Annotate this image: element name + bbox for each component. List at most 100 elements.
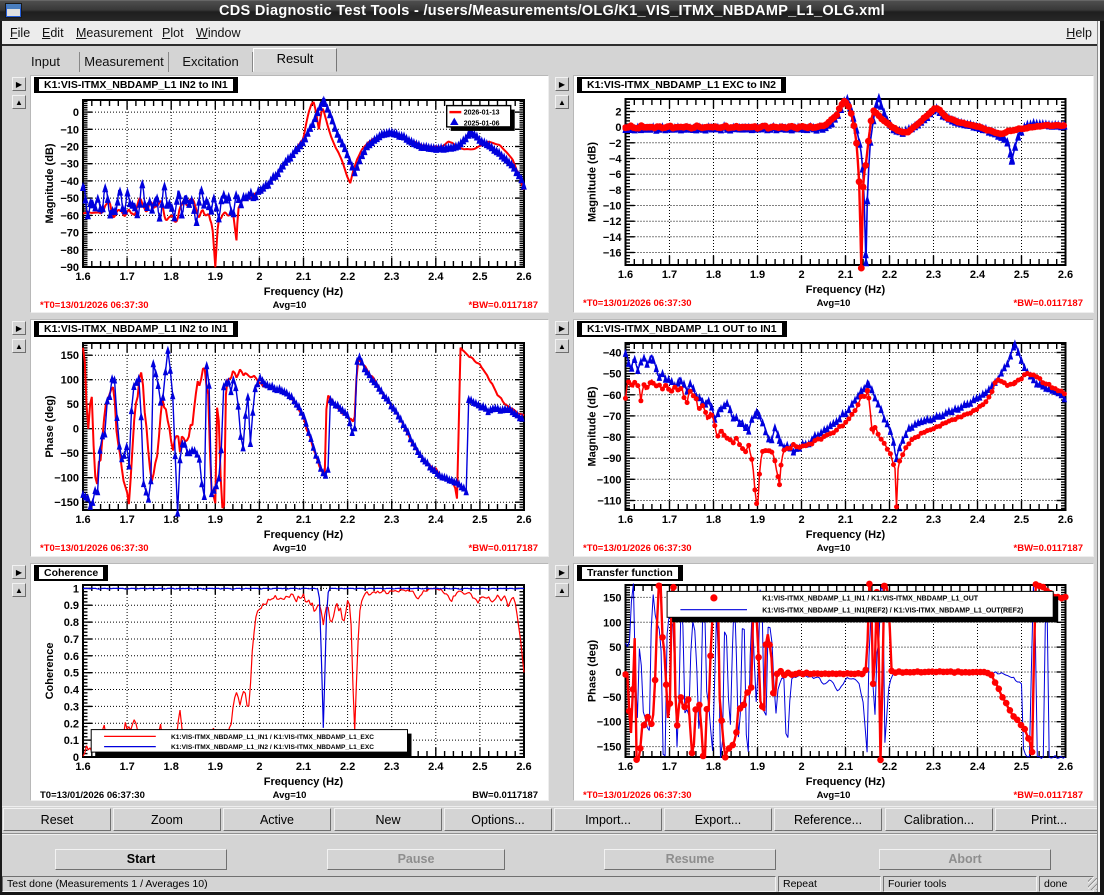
svg-text:1.7: 1.7 (119, 514, 134, 526)
svg-text:Avg=10: Avg=10 (817, 298, 851, 309)
svg-text:2.2: 2.2 (340, 514, 355, 526)
svg-text:2.5: 2.5 (1014, 514, 1029, 526)
svg-text:2.6: 2.6 (1058, 269, 1073, 281)
svg-text:2.5: 2.5 (1014, 761, 1029, 773)
svg-text:2.2: 2.2 (340, 271, 355, 283)
svg-text:*BW=0.0117187: *BW=0.0117187 (1014, 543, 1083, 554)
svg-text:0.6: 0.6 (64, 651, 79, 663)
svg-text:−10: −10 (603, 201, 622, 213)
svg-text:1.6: 1.6 (618, 269, 633, 281)
svg-text:−30: −30 (60, 159, 79, 171)
svg-text:1.6: 1.6 (618, 514, 633, 526)
svg-text:1.9: 1.9 (208, 761, 223, 773)
svg-text:Coherence: Coherence (44, 643, 56, 700)
svg-text:−60: −60 (603, 390, 622, 402)
svg-text:Frequency (Hz): Frequency (Hz) (806, 284, 886, 296)
svg-text:2.3: 2.3 (926, 514, 941, 526)
svg-text:1.7: 1.7 (662, 761, 677, 773)
svg-text:150: 150 (61, 350, 79, 362)
svg-text:−100: −100 (54, 473, 79, 485)
svg-text:2.2: 2.2 (882, 514, 897, 526)
svg-text:0.3: 0.3 (64, 701, 79, 713)
svg-text:−90: −90 (60, 262, 79, 274)
svg-text:100: 100 (603, 617, 621, 629)
svg-text:2.4: 2.4 (970, 269, 986, 281)
svg-text:2.3: 2.3 (384, 761, 399, 773)
svg-text:−90: −90 (603, 453, 622, 465)
svg-text:1.7: 1.7 (119, 761, 134, 773)
svg-text:2.5: 2.5 (472, 761, 487, 773)
svg-text:2: 2 (798, 514, 804, 526)
svg-text:−70: −70 (603, 411, 622, 423)
svg-text:1.9: 1.9 (750, 269, 765, 281)
svg-text:−14: −14 (603, 232, 623, 244)
svg-text:K1:VIS-ITMX_NBDAMP_L1_IN1 / K1: K1:VIS-ITMX_NBDAMP_L1_IN1 / K1:VIS-ITMX_… (171, 734, 374, 741)
svg-text:−6: −6 (609, 169, 622, 181)
svg-text:100: 100 (61, 375, 79, 387)
svg-text:1.8: 1.8 (706, 761, 721, 773)
svg-text:−70: −70 (60, 228, 79, 240)
svg-text:2.2: 2.2 (340, 761, 355, 773)
svg-text:Avg=10: Avg=10 (273, 300, 307, 311)
svg-text:T0=13/01/2026 06:37:30: T0=13/01/2026 06:37:30 (40, 790, 145, 801)
svg-text:−20: −20 (60, 142, 79, 154)
svg-text:2.3: 2.3 (926, 269, 941, 281)
svg-text:2: 2 (798, 761, 804, 773)
svg-text:−80: −80 (603, 432, 622, 444)
svg-text:2.3: 2.3 (384, 271, 399, 283)
svg-text:1.8: 1.8 (706, 514, 721, 526)
svg-text:−50: −50 (60, 448, 79, 460)
svg-text:2: 2 (256, 514, 262, 526)
svg-text:2.1: 2.1 (838, 269, 853, 281)
svg-text:2.4: 2.4 (428, 761, 444, 773)
svg-text:K1:VIS-ITMX_NBDAMP_L1_IN1 / K1: K1:VIS-ITMX_NBDAMP_L1_IN1 / K1:VIS-ITMX_… (762, 596, 979, 603)
svg-text:−4: −4 (609, 154, 622, 166)
svg-text:−50: −50 (603, 692, 622, 704)
svg-text:−50: −50 (603, 369, 622, 381)
svg-text:50: 50 (609, 642, 621, 654)
svg-text:2.3: 2.3 (384, 514, 399, 526)
svg-text:Frequency (Hz): Frequency (Hz) (264, 529, 344, 541)
svg-text:2.4: 2.4 (428, 514, 444, 526)
svg-text:1.8: 1.8 (164, 514, 179, 526)
svg-text:1: 1 (73, 583, 79, 595)
svg-text:2.6: 2.6 (516, 761, 531, 773)
svg-text:2.1: 2.1 (838, 514, 853, 526)
svg-text:1.6: 1.6 (75, 761, 90, 773)
svg-text:1.9: 1.9 (750, 761, 765, 773)
svg-text:0.2: 0.2 (64, 718, 79, 730)
svg-text:−12: −12 (603, 216, 622, 228)
svg-text:Magnitude (dB): Magnitude (dB) (587, 386, 599, 466)
svg-text:2.1: 2.1 (838, 761, 853, 773)
svg-text:0.4: 0.4 (64, 685, 80, 697)
svg-text:0.8: 0.8 (64, 617, 79, 629)
svg-text:2.3: 2.3 (926, 761, 941, 773)
svg-text:150: 150 (603, 592, 621, 604)
svg-text:*BW=0.0117187: *BW=0.0117187 (1014, 298, 1083, 309)
svg-text:Phase (deg): Phase (deg) (44, 395, 56, 458)
svg-text:−110: −110 (597, 496, 621, 508)
svg-text:1.8: 1.8 (164, 761, 179, 773)
svg-text:1.7: 1.7 (662, 269, 677, 281)
svg-text:2.5: 2.5 (1014, 269, 1029, 281)
svg-text:Frequency (Hz): Frequency (Hz) (264, 776, 344, 788)
svg-text:Avg=10: Avg=10 (273, 543, 307, 554)
svg-text:*T0=13/01/2026 06:37:30: *T0=13/01/2026 06:37:30 (40, 543, 149, 554)
svg-text:Magnitude (dB): Magnitude (dB) (587, 142, 599, 222)
svg-text:Frequency (Hz): Frequency (Hz) (264, 286, 344, 298)
svg-text:0: 0 (615, 667, 621, 679)
svg-text:−16: −16 (603, 248, 622, 260)
svg-text:0.5: 0.5 (64, 668, 79, 680)
svg-text:Frequency (Hz): Frequency (Hz) (806, 529, 886, 541)
svg-text:*T0=13/01/2026 06:37:30: *T0=13/01/2026 06:37:30 (583, 543, 692, 554)
svg-text:2026-01-13: 2026-01-13 (464, 110, 500, 117)
svg-text:−40: −40 (60, 176, 79, 188)
svg-text:2.2: 2.2 (882, 269, 897, 281)
svg-text:−150: −150 (597, 742, 622, 754)
svg-text:2.6: 2.6 (516, 514, 531, 526)
svg-text:−80: −80 (60, 245, 79, 257)
svg-text:1.9: 1.9 (208, 514, 223, 526)
svg-text:K1:VIS-ITMX_NBDAMP_L1_IN2 / K1: K1:VIS-ITMX_NBDAMP_L1_IN2 / K1:VIS-ITMX_… (171, 744, 374, 751)
svg-text:1.9: 1.9 (208, 271, 223, 283)
svg-text:2: 2 (798, 269, 804, 281)
